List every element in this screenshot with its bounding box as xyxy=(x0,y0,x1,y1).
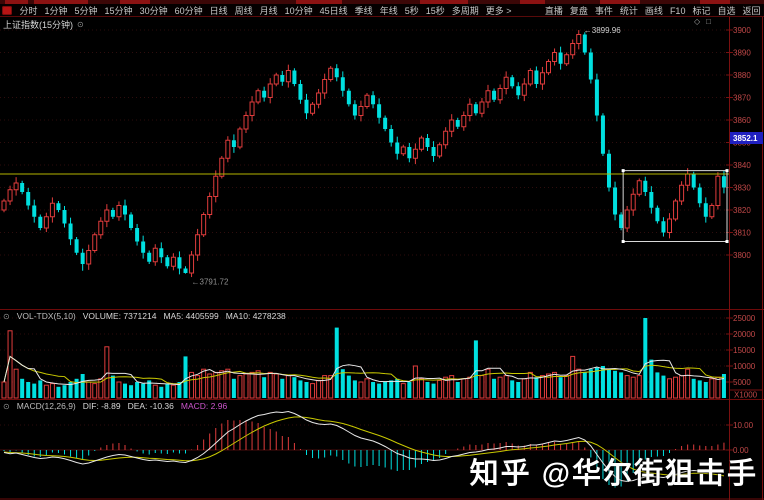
macd-dea-value: DEA: -10.36 xyxy=(127,401,174,411)
svg-text:20000: 20000 xyxy=(733,330,756,339)
last-price-tag xyxy=(730,132,763,144)
top-toolbar-strip xyxy=(0,0,764,4)
period-tab-11[interactable]: 45日线 xyxy=(319,5,348,16)
svg-text:X1000: X1000 xyxy=(734,391,758,400)
period-tab-4[interactable]: 15分钟 xyxy=(104,5,133,16)
period-tab-5[interactable]: 30分钟 xyxy=(139,5,168,16)
period-tabs: 分时 1分钟 5分钟 15分钟 30分钟 60分钟 日线 周线 月线 10分钟 45日线 季线 年线 5秒… xyxy=(16,4,515,17)
svg-text:10.00: 10.00 xyxy=(733,421,754,430)
symbol-title-row: 上证指数(15分钟) ⊙ xyxy=(3,18,84,31)
axis-layer: 3900389038803870386038503840383038203810… xyxy=(0,17,764,500)
toolbar-fragment xyxy=(34,0,88,4)
svg-text:3890: 3890 xyxy=(733,49,751,58)
toolbar-fragment xyxy=(296,0,342,4)
tool-button-8[interactable]: 自选 xyxy=(717,5,736,16)
volume-layer xyxy=(1,318,726,399)
svg-text:3880: 3880 xyxy=(733,71,751,80)
period-tab-9[interactable]: 月线 xyxy=(259,5,278,16)
svg-text:3820: 3820 xyxy=(733,206,751,215)
gear-icon[interactable]: ⊙ xyxy=(3,401,10,411)
tool-button-4[interactable]: 统计 xyxy=(619,5,638,16)
macd-layer xyxy=(3,410,725,488)
svg-text:3870: 3870 xyxy=(733,94,751,103)
volume-value: VOLUME: 7371214 xyxy=(82,311,157,321)
period-tab-17[interactable]: 更多 > xyxy=(485,5,512,16)
macd-macd-value: MACD: 2.96 xyxy=(180,401,228,411)
svg-text:3830: 3830 xyxy=(733,184,751,193)
gear-icon[interactable]: ⊙ xyxy=(77,20,84,29)
tool-button-2[interactable]: 复盘 xyxy=(569,5,588,16)
period-tab-1[interactable]: 分时 xyxy=(19,5,38,16)
tool-buttons: 直播 复盘 事件 统计 画线 F10 标记 自选 返回 xyxy=(541,4,764,17)
svg-text:3900: 3900 xyxy=(733,26,751,35)
macd-indicator-name[interactable]: MACD(12,26,9) xyxy=(16,401,76,411)
svg-text:5000: 5000 xyxy=(733,378,751,387)
period-tab-16[interactable]: 多周期 xyxy=(451,5,479,16)
period-tab-15[interactable]: 15秒 xyxy=(425,5,445,16)
volume-ma10-value: MA10: 4278238 xyxy=(225,311,286,321)
period-tab-12[interactable]: 季线 xyxy=(354,5,373,16)
period-tab-2[interactable]: 1分钟 xyxy=(44,5,68,16)
toolbar-fragment xyxy=(120,0,150,4)
toolbar-fragment xyxy=(600,0,640,4)
macd-dif-value: DIF: -8.89 xyxy=(82,401,121,411)
macd-pane-header: ⊙ MACD(12,26,9) DIF: -8.89 DEA: -10.36 M… xyxy=(3,401,227,411)
low-annotation: ←3791.72 xyxy=(192,278,229,287)
period-menu-bar: 分时 1分钟 5分钟 15分钟 30分钟 60分钟 日线 周线 月线 10分钟 45日线 季线 年线 5秒… xyxy=(0,4,764,17)
candles-layer xyxy=(1,30,726,278)
svg-text:3840: 3840 xyxy=(733,161,751,170)
period-tab-3[interactable]: 5分钟 xyxy=(74,5,98,16)
tool-button-6[interactable]: F10 xyxy=(669,5,686,16)
pane-window-icons: ◇□ xyxy=(694,17,717,26)
svg-text:25000: 25000 xyxy=(733,314,756,323)
tool-button-7[interactable]: 标记 xyxy=(692,5,711,16)
period-tab-7[interactable]: 日线 xyxy=(209,5,228,16)
toolbar-fragment xyxy=(420,0,468,4)
svg-text:15000: 15000 xyxy=(733,346,756,355)
toolbar-fragment xyxy=(5,0,28,4)
tool-button-5[interactable]: 画线 xyxy=(644,5,663,16)
period-tab-14[interactable]: 5秒 xyxy=(404,5,419,16)
watermark: 知乎 @华尔街狙击手 xyxy=(469,458,758,490)
toolbar-fragment xyxy=(520,0,545,4)
svg-text:3860: 3860 xyxy=(733,116,751,125)
period-tab-6[interactable]: 60分钟 xyxy=(174,5,203,16)
symbol-title: 上证指数(15分钟) xyxy=(3,20,74,30)
app-icon[interactable] xyxy=(2,5,12,15)
svg-text:3852.1: 3852.1 xyxy=(733,134,758,143)
drawing-box[interactable] xyxy=(622,170,728,242)
diamond-icon[interactable]: ◇ xyxy=(694,17,707,26)
volume-indicator-name[interactable]: VOL-TDX(5,10) xyxy=(16,311,76,321)
period-tab-10[interactable]: 10分钟 xyxy=(284,5,313,16)
period-tab-8[interactable]: 周线 xyxy=(234,5,253,16)
svg-text:3800: 3800 xyxy=(733,251,751,260)
high-annotation: ←3899.96 xyxy=(584,26,621,35)
svg-text:3810: 3810 xyxy=(733,229,751,238)
tool-button-9[interactable]: 返回 xyxy=(742,5,761,16)
tool-button-3[interactable]: 事件 xyxy=(594,5,613,16)
annotation-layer: ←3899.96 ←3791.72 xyxy=(0,26,729,287)
svg-text:10000: 10000 xyxy=(733,362,756,371)
period-tab-13[interactable]: 年线 xyxy=(379,5,398,16)
volume-pane-header: ⊙ VOL-TDX(5,10) VOLUME: 7371214 MA5: 440… xyxy=(3,311,286,321)
toolbar-fragment xyxy=(700,0,730,4)
tool-button-1[interactable]: 直播 xyxy=(544,5,563,16)
gear-icon[interactable]: ⊙ xyxy=(3,311,10,321)
restore-window-icon[interactable]: □ xyxy=(706,17,717,26)
svg-text:0.00: 0.00 xyxy=(733,446,749,455)
volume-ma5-value: MA5: 4405599 xyxy=(163,311,219,321)
